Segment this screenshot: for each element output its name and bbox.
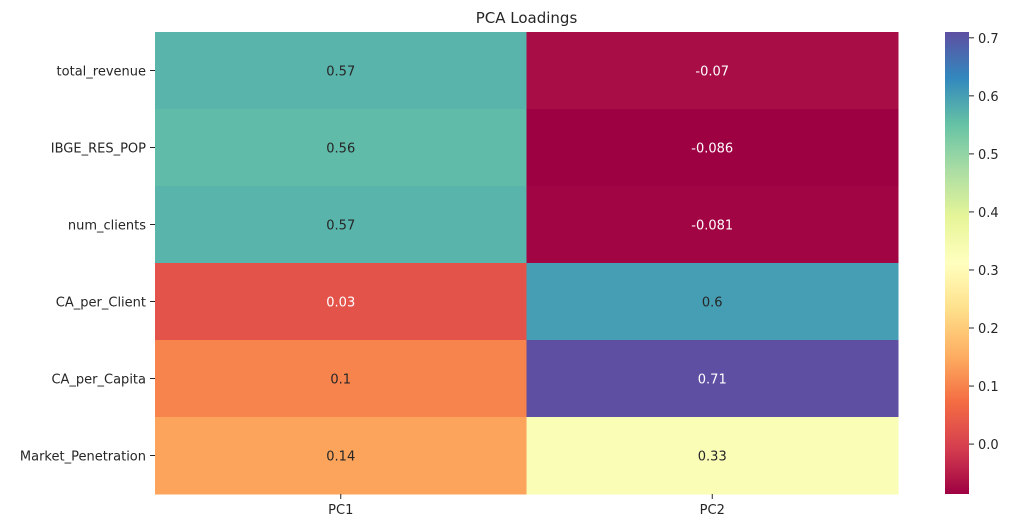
- heatmap-cell: [526, 340, 899, 418]
- cell-annotation: 0.57: [326, 65, 355, 80]
- cell-annotation: 0.57: [326, 219, 355, 234]
- colorbar: [945, 32, 969, 494]
- cell-annotation: 0.33: [698, 450, 727, 465]
- y-tick-label: IBGE_RES_POP: [51, 142, 146, 157]
- heatmap-cell: [155, 186, 527, 264]
- colorbar-tick-label: 0.3: [978, 264, 999, 279]
- heatmap-cell: [526, 32, 899, 110]
- heatmap-cell: [155, 417, 527, 495]
- y-tick-label: num_clients: [68, 219, 146, 234]
- y-tick-label: total_revenue: [57, 65, 146, 80]
- x-axis-ticks: PC1 PC2: [328, 494, 725, 518]
- cell-annotation: 0.03: [326, 296, 355, 311]
- cell-annotations: 0.57 -0.07 0.56 -0.086 0.57 -0.081 0.03 0.6 0.1 0…: [326, 65, 733, 465]
- heatmap-cell: [155, 109, 527, 187]
- y-tick-label: CA_per_Capita: [51, 373, 146, 388]
- x-tick-label: PC2: [700, 503, 725, 518]
- x-tick-label: PC1: [328, 503, 353, 518]
- heatmap-cell: [155, 32, 527, 110]
- colorbar-tick-label: 0.0: [978, 438, 999, 453]
- colorbar-tick-label: 0.7: [978, 32, 999, 47]
- cell-annotation: -0.086: [691, 142, 733, 157]
- cell-annotation: 0.71: [698, 373, 727, 388]
- heatmap-cell: [526, 186, 899, 264]
- colorbar-ticks: 0.7 0.6 0.5 0.4 0.3 0.2 0.1 0.0: [969, 32, 999, 453]
- heatmap-cell: [526, 417, 899, 495]
- chart-title: PCA Loadings: [476, 9, 578, 27]
- heatmap-cell: [526, 263, 899, 341]
- y-tick-label: CA_per_Client: [56, 296, 146, 311]
- colorbar-tick-label: 0.5: [978, 148, 999, 163]
- heatmap-cell: [155, 340, 527, 418]
- cell-annotation: 0.56: [326, 142, 355, 157]
- cell-annotation: -0.07: [695, 65, 729, 80]
- heatmap-cell: [155, 263, 527, 341]
- colorbar-tick-label: 0.1: [978, 380, 999, 395]
- colorbar-tick-label: 0.6: [978, 90, 999, 105]
- colorbar-tick-label: 0.4: [978, 206, 999, 221]
- colorbar-tick-label: 0.2: [978, 322, 999, 337]
- cell-annotation: 0.6: [702, 296, 723, 311]
- cell-annotation: 0.14: [326, 450, 355, 465]
- y-tick-label: Market_Penetration: [20, 450, 146, 465]
- y-axis-ticks: total_revenue IBGE_RES_POP num_clients CA_p…: [20, 65, 155, 465]
- heatmap-cell: [526, 109, 899, 187]
- cell-annotation: 0.1: [330, 373, 351, 388]
- cell-annotation: -0.081: [691, 219, 733, 234]
- heatmap-cells: [155, 32, 899, 495]
